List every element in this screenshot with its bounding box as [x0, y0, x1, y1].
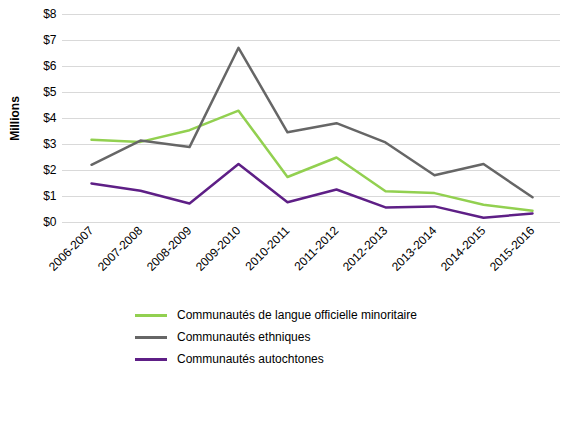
svg-text:2008-2009: 2008-2009: [144, 223, 195, 274]
svg-text:2011-2012: 2011-2012: [291, 223, 341, 273]
svg-text:$0: $0: [43, 215, 57, 229]
svg-text:$3: $3: [43, 137, 57, 151]
svg-text:2014-2015: 2014-2015: [438, 223, 489, 274]
svg-text:$2: $2: [43, 163, 57, 177]
html-text:Communautés de langue officiel: Communautés de langue officielle minorit…: [177, 308, 417, 322]
svg-text:$8: $8: [43, 7, 57, 21]
html-text:Communautés ethniques: Communautés ethniques: [177, 330, 311, 344]
svg-text:Millions: Millions: [8, 96, 22, 141]
svg-text:$5: $5: [43, 85, 57, 99]
svg-text:2013-2014: 2013-2014: [389, 223, 440, 274]
svg-text:$7: $7: [43, 33, 57, 47]
svg-text:2010-2011: 2010-2011: [242, 223, 292, 273]
svg-text:$6: $6: [43, 59, 57, 73]
svg-text:2006-2007: 2006-2007: [46, 223, 97, 274]
svg-text:2015-2016: 2015-2016: [487, 223, 538, 274]
svg-text:2007-2008: 2007-2008: [95, 223, 146, 274]
svg-text:$4: $4: [43, 111, 57, 125]
svg-text:2012-2013: 2012-2013: [340, 223, 391, 274]
svg-text:$1: $1: [43, 189, 57, 203]
html-text:Communautés autochtones: Communautés autochtones: [177, 352, 324, 366]
svg-text:2009-2010: 2009-2010: [193, 223, 244, 274]
